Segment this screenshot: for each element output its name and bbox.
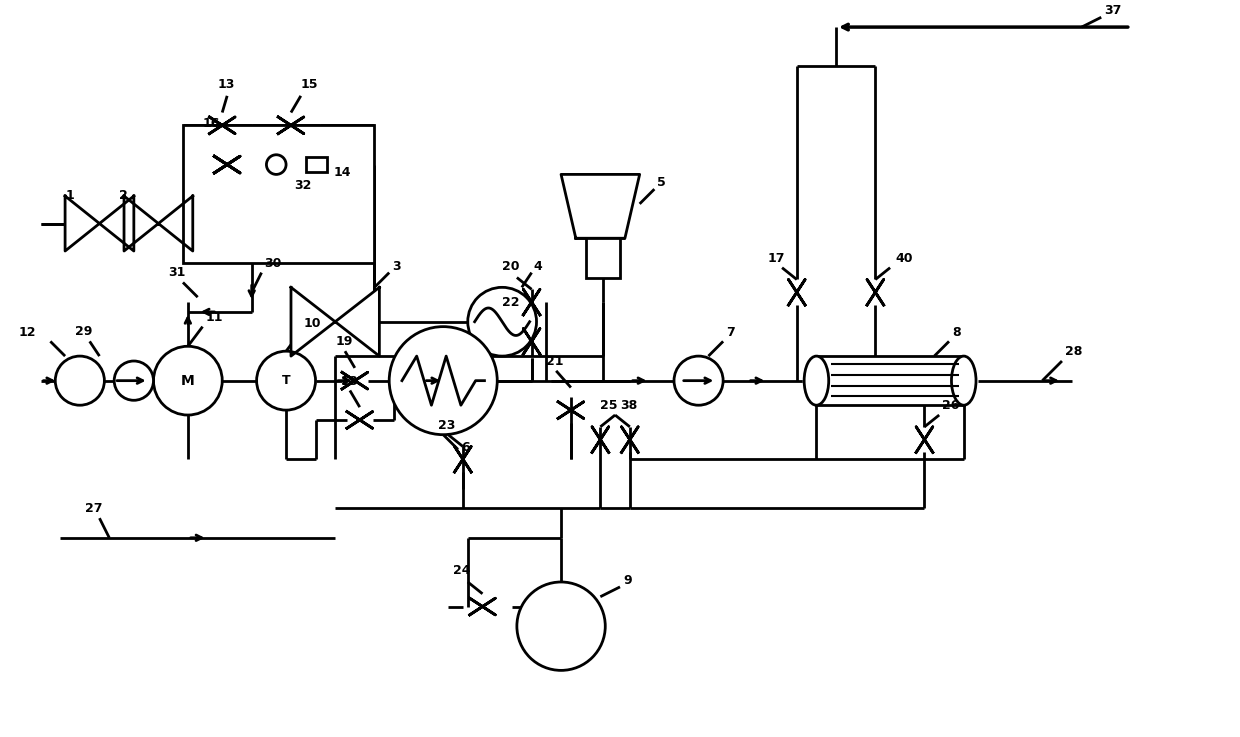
Ellipse shape (951, 356, 976, 405)
Text: 2: 2 (119, 189, 128, 202)
Polygon shape (789, 279, 797, 305)
Text: 19: 19 (335, 335, 352, 349)
Polygon shape (210, 125, 236, 133)
Text: 14: 14 (334, 167, 351, 179)
Circle shape (257, 352, 315, 410)
Text: 24: 24 (453, 564, 470, 577)
Text: 1: 1 (64, 189, 74, 202)
Circle shape (467, 287, 537, 356)
Text: 11: 11 (206, 311, 223, 324)
Text: 12: 12 (19, 326, 36, 340)
Text: 37: 37 (1104, 4, 1121, 17)
Polygon shape (600, 427, 609, 453)
Text: 31: 31 (169, 267, 186, 279)
Text: T: T (281, 374, 290, 387)
Polygon shape (215, 156, 239, 164)
Bar (306, 157, 327, 172)
Text: 26: 26 (942, 399, 960, 412)
Polygon shape (470, 607, 495, 615)
Text: 4: 4 (533, 259, 542, 273)
Polygon shape (99, 196, 134, 251)
Text: 7: 7 (727, 326, 735, 340)
Polygon shape (278, 117, 304, 125)
Polygon shape (347, 412, 372, 420)
Polygon shape (215, 156, 239, 164)
Polygon shape (215, 164, 239, 173)
Circle shape (114, 361, 154, 400)
Polygon shape (215, 156, 239, 164)
Polygon shape (558, 410, 584, 419)
Polygon shape (210, 117, 236, 125)
Polygon shape (867, 279, 875, 305)
Text: 28: 28 (1065, 345, 1083, 358)
Polygon shape (875, 279, 884, 305)
Polygon shape (470, 598, 495, 607)
Polygon shape (558, 402, 584, 410)
Polygon shape (347, 420, 372, 428)
Text: 38: 38 (620, 399, 637, 412)
Text: 22: 22 (502, 296, 520, 309)
Circle shape (517, 582, 605, 671)
Polygon shape (342, 380, 367, 389)
Polygon shape (591, 427, 600, 453)
Text: 5: 5 (657, 176, 666, 189)
Text: 20: 20 (502, 259, 520, 273)
Text: 25: 25 (600, 399, 618, 412)
Polygon shape (335, 287, 379, 356)
Text: 16: 16 (202, 117, 219, 130)
Circle shape (675, 356, 723, 405)
Polygon shape (215, 164, 239, 173)
Text: 17: 17 (768, 252, 785, 265)
Text: 10: 10 (304, 317, 321, 329)
Text: 30: 30 (264, 256, 281, 270)
Text: 32: 32 (294, 179, 311, 192)
Polygon shape (455, 447, 463, 472)
Polygon shape (523, 329, 532, 354)
Text: 27: 27 (84, 502, 102, 515)
Bar (184, 125, 374, 263)
Text: 23: 23 (438, 419, 455, 432)
Bar (585, 238, 620, 278)
Polygon shape (215, 164, 239, 173)
Text: 18: 18 (340, 374, 357, 388)
Ellipse shape (805, 356, 828, 405)
Text: 29: 29 (74, 326, 92, 338)
Circle shape (56, 356, 104, 405)
Text: 21: 21 (547, 355, 564, 368)
Polygon shape (532, 290, 539, 315)
Polygon shape (621, 427, 630, 453)
Polygon shape (797, 279, 805, 305)
Polygon shape (560, 175, 640, 238)
Circle shape (154, 346, 222, 415)
Bar (816, 356, 963, 405)
Polygon shape (64, 196, 99, 251)
Polygon shape (342, 372, 367, 380)
Polygon shape (925, 427, 932, 453)
Text: M: M (181, 374, 195, 388)
Circle shape (389, 326, 497, 435)
Polygon shape (532, 329, 539, 354)
Text: 9: 9 (622, 574, 631, 587)
Text: 13: 13 (217, 78, 234, 91)
Circle shape (267, 155, 286, 175)
Polygon shape (124, 196, 159, 251)
Polygon shape (159, 196, 192, 251)
Polygon shape (463, 447, 471, 472)
Polygon shape (278, 125, 304, 133)
Text: 15: 15 (301, 78, 319, 91)
Polygon shape (916, 427, 925, 453)
Polygon shape (291, 287, 335, 356)
Polygon shape (523, 290, 532, 315)
Polygon shape (630, 427, 639, 453)
Text: 8: 8 (952, 326, 961, 340)
Text: 6: 6 (461, 441, 470, 454)
Text: 3: 3 (392, 259, 401, 273)
Text: 40: 40 (895, 252, 913, 265)
